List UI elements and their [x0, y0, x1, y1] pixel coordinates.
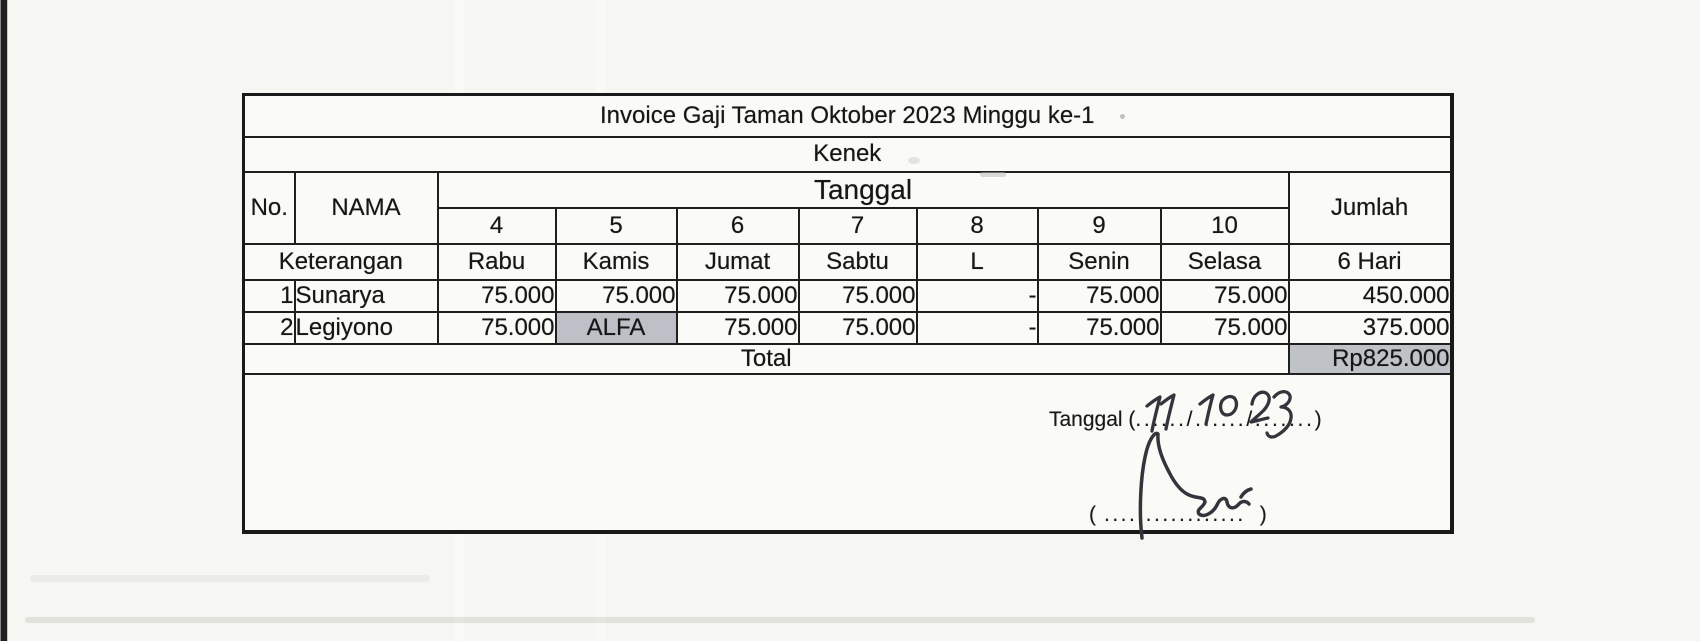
grand-total-value: Rp825.000: [1287, 342, 1453, 375]
header-date-7: 7: [797, 206, 918, 245]
day-value-cell: 75.000: [1159, 310, 1290, 345]
section-row: Kenek: [242, 135, 1453, 173]
header-date-5: 5: [554, 206, 678, 245]
section-label: Kenek: [242, 135, 1453, 173]
day-value-cell: -: [915, 278, 1039, 313]
scanner-streak: [25, 617, 1535, 623]
header-date-4: 4: [436, 206, 557, 245]
header-row-dates: 4 5 6 7 8 9 10: [244, 206, 1452, 245]
header-date-8: 8: [915, 206, 1039, 245]
scan-edge-bar: [0, 0, 8, 641]
table-row: 1 Sunarya 75.000 75.000 75.000 75.000 - …: [242, 278, 1453, 313]
signature-section-row: [242, 372, 1453, 533]
day-name-libur: L: [915, 242, 1039, 281]
day-value-cell: 75.000: [1036, 310, 1162, 345]
table-row: 2 Legiyono 75.000 ALFA 75.000 75.000 - 7…: [242, 310, 1453, 345]
header-total-days: 6 Hari: [1287, 242, 1453, 281]
header-nama: NAMA: [293, 170, 439, 245]
absent-cell: ALFA: [554, 310, 678, 345]
date-line: Tanggal (....../....../.......): [1049, 408, 1324, 431]
header-tanggal: Tanggal: [436, 170, 1290, 209]
day-name-jumat: Jumat: [675, 242, 800, 281]
header-no: No.: [242, 170, 296, 245]
day-value-cell: 75.000: [797, 310, 918, 345]
signature-close-paren: ): [1259, 503, 1267, 526]
total-row: Total Rp825.000: [242, 342, 1453, 375]
invoice-title: Invoice Gaji Taman Oktober 2023 Minggu k…: [242, 93, 1453, 138]
row-number: 2: [242, 310, 296, 345]
day-value-cell: 75.000: [1159, 278, 1290, 313]
header-keterangan: Keterangan: [242, 242, 439, 281]
row-total-cell: 375.000: [1287, 310, 1453, 345]
title-row: Invoice Gaji Taman Oktober 2023 Minggu k…: [242, 93, 1453, 138]
header-date-10: 10: [1159, 206, 1290, 245]
day-value-cell: 75.000: [554, 278, 678, 313]
day-value-cell: 75.000: [1036, 278, 1162, 313]
row-total-cell: 450.000: [1287, 278, 1453, 313]
header-date-9: 9: [1036, 206, 1162, 245]
scanner-streak: [30, 575, 430, 582]
day-value-cell: 75.000: [436, 310, 557, 345]
signature-dotted-line: .................: [1104, 503, 1246, 526]
day-name-senin: Senin: [1036, 242, 1162, 281]
header-date-6: 6: [675, 206, 800, 245]
date-label: Tanggal (: [1049, 408, 1136, 431]
signature-line: (.................): [1089, 503, 1267, 526]
day-name-rabu: Rabu: [436, 242, 557, 281]
day-value-cell: 75.000: [675, 310, 800, 345]
worker-name: Legiyono: [293, 310, 439, 345]
day-name-selasa: Selasa: [1159, 242, 1290, 281]
day-value-cell: 75.000: [797, 278, 918, 313]
signature-section: [242, 372, 1453, 533]
day-name-sabtu: Sabtu: [797, 242, 918, 281]
row-number: 1: [242, 278, 296, 313]
day-value-cell: -: [915, 310, 1039, 345]
total-label: Total: [242, 342, 1290, 375]
header-row-upper: No. NAMA Tanggal Jumlah: [242, 170, 1453, 245]
header-jumlah: Jumlah: [1287, 170, 1453, 245]
day-value-cell: 75.000: [675, 278, 800, 313]
invoice-table: Invoice Gaji Taman Oktober 2023 Minggu k…: [242, 93, 1454, 534]
day-value-cell: 75.000: [436, 278, 557, 313]
day-name-kamis: Kamis: [554, 242, 678, 281]
worker-name: Sunarya: [293, 278, 439, 313]
header-row-daynames: Keterangan Rabu Kamis Jumat Sabtu L Seni…: [242, 242, 1453, 281]
signature-open-paren: (: [1089, 503, 1096, 526]
date-dotted-line: ....../....../.......): [1135, 408, 1325, 431]
